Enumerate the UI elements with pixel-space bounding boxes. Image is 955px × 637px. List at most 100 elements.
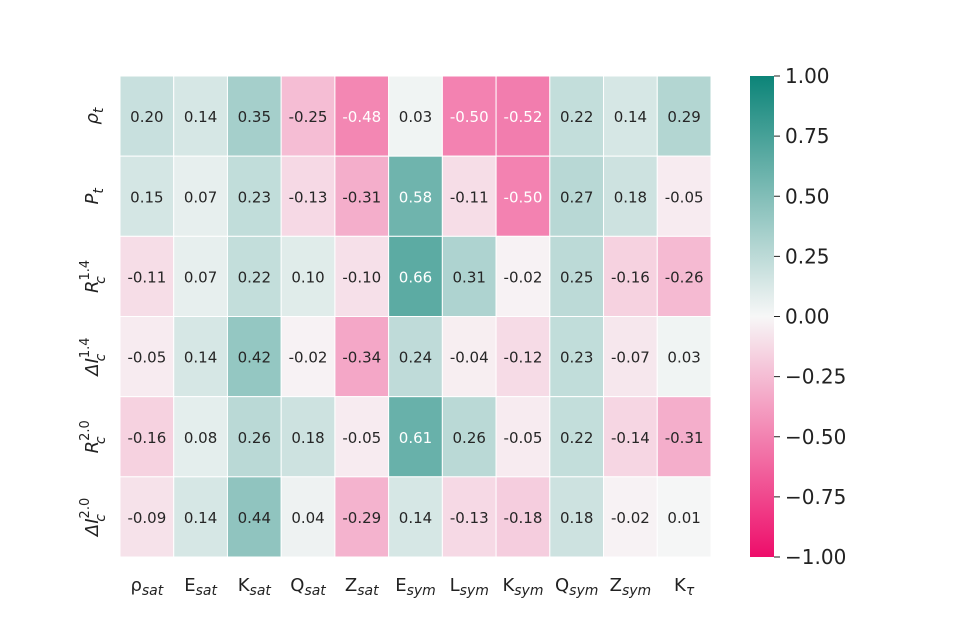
heatmap-cell [549,235,605,317]
heatmap-cell [334,235,390,317]
heatmap-cell [549,316,605,398]
heatmap-cell [280,75,336,157]
cell-value-label: -0.07 [611,349,650,367]
heatmap-cell [334,476,390,558]
heatmap-cell [226,476,282,558]
x-tick-label: Zsym [610,575,652,599]
heatmap-cell [226,235,282,317]
cell-value-label: 0.10 [291,268,324,286]
heatmap-cell [334,396,390,478]
cell-value-label: -0.05 [504,429,543,447]
cell-value-label: -0.13 [289,188,328,206]
y-tick-label: R1.4c [78,260,109,293]
cell-value-label: 0.03 [667,349,700,367]
heatmap-cell [603,155,658,237]
cell-value-label: -0.12 [504,349,543,367]
heatmap-cell [656,155,712,237]
heatmap-cell [388,75,443,157]
cell-value-label: 0.01 [667,509,700,527]
cell-value-label: 0.26 [453,429,486,447]
heatmap-cell [549,396,605,478]
cell-value-label: 0.07 [184,268,217,286]
y-tick-label: ΔI1.4c [78,337,109,377]
cell-value-label: -0.02 [289,349,328,367]
cell-value-label: -0.50 [504,188,543,206]
x-tick-label: Qsym [555,575,598,599]
cell-value-label: -0.02 [504,268,543,286]
colorbar [750,76,774,557]
colorbar-tick-label: 0.00 [785,305,830,329]
colorbar-tick-label: 0.75 [785,124,830,148]
y-tick-label: ΔI2.0c [78,498,109,538]
cell-value-label: 0.23 [560,349,593,367]
y-tick-label: ρt [82,107,107,124]
heatmap-cell [656,75,712,157]
colorbar-tick-label: 0.50 [785,184,830,208]
cell-value-label: 0.27 [560,188,593,206]
cell-value-label: 0.18 [560,509,593,527]
heatmap-cell [226,316,282,398]
heatmap-cell [119,155,175,237]
heatmap-cell [388,235,443,317]
cell-value-label: -0.31 [342,188,381,206]
cell-value-label: 0.26 [238,429,271,447]
cell-value-label: -0.13 [450,509,489,527]
cell-value-label: -0.05 [127,349,166,367]
heatmap-cell [603,396,658,478]
heatmap-cell [226,396,282,478]
cell-value-label: 0.04 [291,509,324,527]
cell-value-label: 0.42 [238,349,271,367]
heatmap-cell [441,316,497,398]
heatmap-cells: 0.20 0.14 0.35 -0.25 -0.48 0.03 -0.50 -0.52 0.22… [119,75,712,558]
cell-value-label: 0.07 [184,188,217,206]
cell-value-label: 0.31 [453,268,486,286]
cell-value-label: 0.03 [399,108,432,126]
heatmap-cell [495,155,551,237]
heatmap-cell [173,476,228,558]
cell-value-label: 0.14 [184,509,217,527]
cell-value-label: -0.11 [450,188,489,206]
heatmap-cell [119,396,175,478]
cell-value-label: 0.61 [399,429,432,447]
cell-value-label: 0.25 [560,268,593,286]
heatmap-cell [334,316,390,398]
cell-value-label: 0.66 [399,268,432,286]
x-tick-label: Esym [395,575,436,599]
heatmap-cell [549,155,605,237]
x-tick-label: Ksat [238,575,272,599]
cell-value-label: -0.25 [289,108,328,126]
cell-value-label: 0.22 [560,108,593,126]
cell-value-label: 0.24 [399,349,432,367]
cell-value-label: -0.02 [611,509,650,527]
cell-value-label: 0.14 [184,108,217,126]
colorbar-tick-label: −1.00 [785,545,846,569]
heatmap-cell [280,476,336,558]
cell-value-label: 0.58 [399,188,432,206]
cell-value-label: 0.08 [184,429,217,447]
x-tick-label: Zsat [345,575,379,599]
x-tick-label: Ksym [502,575,543,599]
heatmap-cell [441,396,497,478]
y-tick-label: R2.0c [78,420,109,453]
cell-value-label: -0.05 [342,429,381,447]
x-tick-label: Esat [184,575,217,599]
colorbar-tick-label: 1.00 [785,64,830,88]
cell-value-label: -0.34 [342,349,381,367]
heatmap-cell [441,155,497,237]
cell-value-label: -0.31 [665,429,704,447]
heatmap-cell [656,235,712,317]
cell-value-label: 0.14 [184,349,217,367]
cell-value-label: -0.10 [342,268,381,286]
cell-value-label: 0.14 [399,509,432,527]
heatmap-cell [226,75,282,157]
colorbar-tick-label: 0.25 [785,244,830,268]
colorbar-tick-label: −0.75 [785,485,846,509]
colorbar-tick-label: −0.50 [785,425,846,449]
heatmap-cell [441,235,497,317]
x-tick-label: Kτ [674,575,695,599]
cell-value-label: -0.11 [127,268,166,286]
x-axis-tick-labels: ρsat Esat Ksat Qsat Zsat Esym Lsym Ksym Qsym Zsym… [130,575,694,599]
heatmap-cell [388,476,443,558]
cell-value-label: 0.14 [614,108,647,126]
